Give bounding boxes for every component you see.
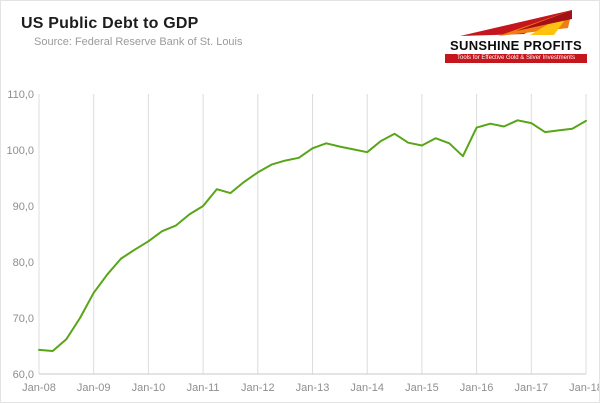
svg-text:70,0: 70,0: [13, 313, 34, 325]
logo-name: SUNSHINE PROFITS: [450, 38, 582, 53]
svg-text:Jan-13: Jan-13: [296, 382, 330, 394]
svg-text:Jan-14: Jan-14: [350, 382, 384, 394]
svg-text:Jan-12: Jan-12: [241, 382, 275, 394]
line-chart: Jan-08 Jan-09 Jan-10 Jan-11 Jan-12 Jan-13 Jan-…: [6, 89, 600, 394]
svg-text:Jan-17: Jan-17: [514, 382, 548, 394]
chart-source: Source: Federal Reserve Bank of St. Loui…: [34, 36, 243, 48]
svg-text:Jan-11: Jan-11: [187, 382, 220, 394]
chart-title: US Public Debt to GDP: [21, 15, 199, 32]
svg-text:100,0: 100,0: [6, 145, 34, 157]
sunshine-profits-logo: SUNSHINE PROFITS Tools for Effective Gol…: [445, 9, 587, 63]
plot-area: Jan-08 Jan-09 Jan-10 Jan-11 Jan-12 Jan-13 Jan-…: [1, 86, 600, 402]
svg-text:Jan-10: Jan-10: [132, 382, 166, 394]
sunshine-profits-logo-icon: [460, 10, 572, 36]
svg-text:90,0: 90,0: [13, 201, 34, 213]
svg-text:60,0: 60,0: [13, 369, 34, 381]
svg-text:Jan-16: Jan-16: [460, 382, 494, 394]
svg-text:Jan-08: Jan-08: [22, 382, 56, 394]
svg-text:Jan-18: Jan-18: [569, 382, 600, 394]
svg-text:80,0: 80,0: [13, 257, 34, 269]
logo-tagline: Tools for Effective Gold & Silver Invest…: [445, 54, 587, 63]
svg-text:Jan-09: Jan-09: [77, 382, 111, 394]
svg-text:Jan-15: Jan-15: [405, 382, 439, 394]
svg-text:110,0: 110,0: [7, 89, 34, 101]
